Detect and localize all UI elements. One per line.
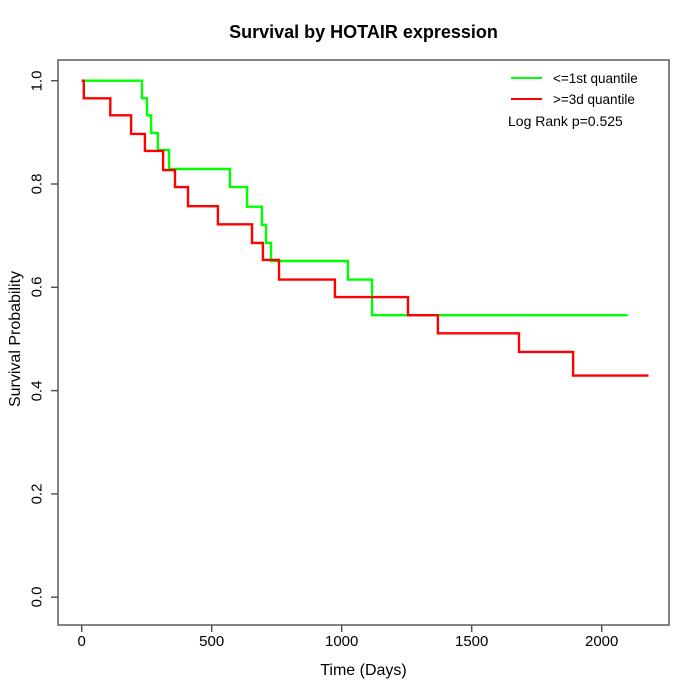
logrank-annotation: Log Rank p=0.525	[508, 113, 623, 129]
x-tick-label: 1500	[455, 633, 489, 650]
legend-line-red-icon	[511, 98, 542, 100]
x-tick-label: 1000	[325, 633, 359, 650]
y-tick-label: 1.0	[28, 70, 46, 92]
x-tick-label: 500	[199, 633, 225, 650]
legend-label: >=3d quantile	[553, 91, 635, 107]
x-axis-title: Time (Days)	[320, 662, 407, 679]
x-tick-label: 2000	[585, 633, 619, 650]
legend-item-third-quantile: >=3d quantile	[511, 91, 638, 107]
x-tick-label: 0	[77, 633, 86, 650]
legend-label: <=1st quantile	[553, 70, 638, 86]
plot-box	[57, 59, 670, 626]
y-tick-label: 0.6	[28, 276, 46, 298]
legend-line-green-icon	[511, 77, 542, 79]
legend-item-first-quantile: <=1st quantile	[511, 70, 638, 86]
y-tick-label: 0.2	[28, 483, 46, 505]
y-tick-label: 0.0	[28, 586, 46, 608]
legend: <=1st quantile >=3d quantile	[511, 70, 638, 112]
y-tick-label: 0.8	[28, 173, 46, 195]
km-curve-green	[81, 79, 628, 317]
chart-title: Survival by HOTAIR expression	[229, 22, 498, 42]
km-curve-red	[81, 79, 649, 377]
y-tick-label: 0.4	[28, 380, 46, 402]
y-axis-title: Survival Probability	[7, 270, 24, 408]
